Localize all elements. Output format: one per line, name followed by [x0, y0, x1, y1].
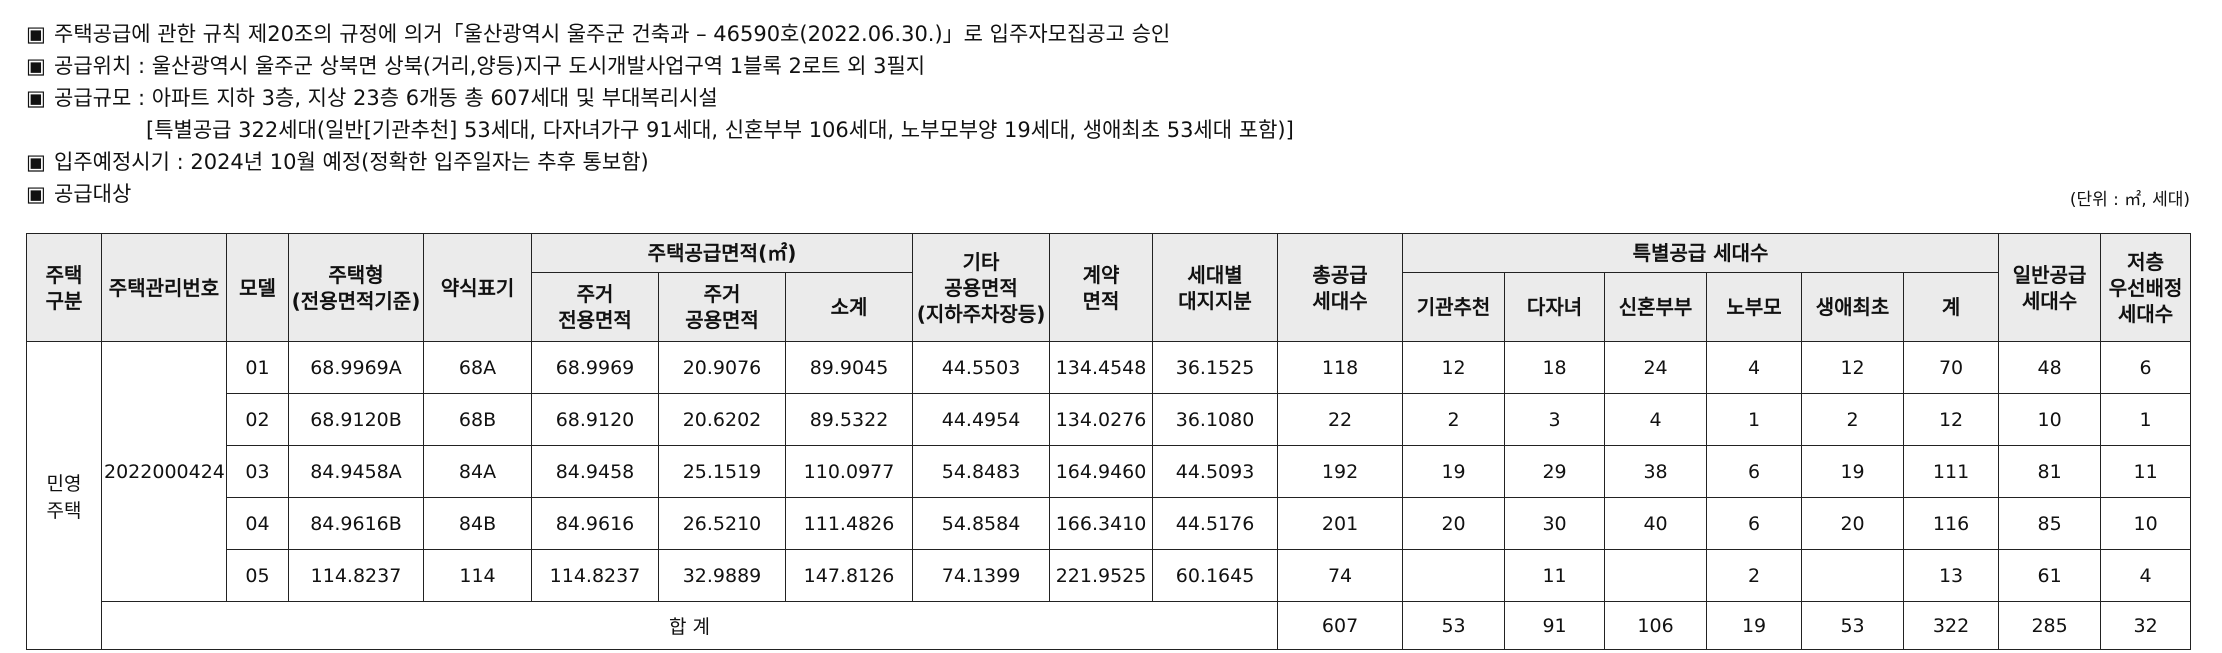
group-label: 민영 주택 [26, 341, 102, 650]
header-subtotal: 소계 [784, 272, 914, 342]
table-row: 05 114.8237 114 114.8237 32.9889 147.812… [27, 549, 2192, 602]
total-row: 합 계 607 53 91 106 19 53 322 285 32 [27, 601, 2192, 650]
header-residential-exclusive: 주거 전용면적 [531, 272, 659, 342]
header-low-floor: 저층 우선배정 세대수 [2100, 233, 2192, 342]
header-supply-area: 주택공급면적(㎡) [530, 233, 914, 273]
header-residential-common: 주거 공용면적 [658, 272, 786, 342]
header-special-total: 계 [1903, 272, 2000, 342]
note-scale-detail: [특별공급 322세대(일반[기관추천] 53세대, 다자녀가구 91세대, 신… [146, 118, 1294, 142]
unit-label: (단위 : ㎡, 세대) [2069, 190, 2190, 210]
note-scale: ▣ 공급규모 : 아파트 지하 3층, 지상 23층 6개동 총 607세대 및 … [26, 82, 2196, 114]
header-land-share: 세대별 대지지분 [1152, 233, 1279, 342]
notice-list: ▣ 주택공급에 관한 규칙 제20조의 규정에 의거「울산광역시 울주군 건축과 … [26, 18, 2196, 210]
square-bullet-icon: ▣ [26, 150, 46, 174]
header-contract-area: 계약 면적 [1049, 233, 1154, 342]
header-housing-type: 주택 구분 [26, 233, 102, 342]
header-house-type: 주택형 (전용면적기준) [288, 233, 424, 342]
table-row: 02 68.9120B 68B 68.9120 20.6202 89.5322 … [27, 393, 2192, 446]
square-bullet-icon: ▣ [26, 86, 46, 110]
header-special-supply: 특별공급 세대수 [1402, 233, 2000, 273]
header-newlywed: 신혼부부 [1604, 272, 1708, 342]
header-other-common: 기타 공용면적 (지하주차장등) [912, 233, 1051, 342]
total-label: 합 계 [100, 601, 1279, 650]
note-approval: ▣ 주택공급에 관한 규칙 제20조의 규정에 의거「울산광역시 울주군 건축과 … [26, 18, 2196, 50]
header-total-supply: 총공급 세대수 [1277, 233, 1404, 342]
mgmt-no-value: 2022000424 [101, 341, 227, 602]
header-multi-child: 다자녀 [1504, 272, 1606, 342]
header-elderly: 노부모 [1706, 272, 1803, 342]
header-model: 모델 [226, 233, 289, 342]
square-bullet-icon: ▣ [26, 22, 46, 46]
note-location: ▣ 공급위치 : 울산광역시 울주군 상북면 상북(거리,양등)지구 도시개발사업… [26, 50, 2196, 82]
header-abbr: 약식표기 [423, 233, 532, 342]
note-move-in: ▣ 입주예정시기 : 2024년 10월 예정(정확한 입주일자는 추후 통보함) [26, 146, 2196, 178]
supply-table: 주택 구분 주택관리번호 모델 주택형 (전용면적기준) 약식표기 주택공급면적(㎡… [26, 233, 2192, 650]
header-first-time: 생애최초 [1801, 272, 1905, 342]
table-row: 03 84.9458A 84A 84.9458 25.1519 110.0977… [27, 445, 2192, 498]
note-target: ▣ 공급대상 (단위 : ㎡, 세대) [26, 178, 2196, 210]
header-row-2: 주거 전용면적 주거 공용면적 소계 기관추천 다자녀 신혼부부 노부모 생애최초 … [27, 272, 2191, 342]
header-mgmt-no: 주택관리번호 [101, 233, 227, 342]
header-general-supply: 일반공급 세대수 [1998, 233, 2102, 342]
header-row-1: 주택 구분 주택관리번호 모델 주택형 (전용면적기준) 약식표기 주택공급면적(㎡… [26, 233, 2192, 342]
table-row: 민영 주택 2022000424 01 68.9969A 68A 68.9969 … [26, 341, 2192, 650]
square-bullet-icon: ▣ [26, 182, 46, 206]
table-row: 04 84.9616B 84B 84.9616 26.5210 111.4826… [27, 497, 2192, 550]
header-institution: 기관추천 [1402, 272, 1506, 342]
square-bullet-icon: ▣ [26, 54, 46, 78]
